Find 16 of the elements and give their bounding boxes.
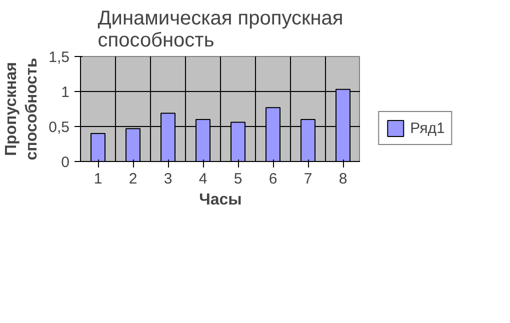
y-tick-label: 1: [61, 84, 70, 101]
chart-title: Динамическая пропускная способность: [98, 8, 344, 52]
y-axis-title: Пропускная способность: [3, 58, 41, 160]
x-tick-label: 8: [338, 170, 348, 188]
x-tick-label: 6: [268, 170, 278, 188]
x-tick-label: 3: [164, 170, 172, 188]
y-tick-label: 0,5: [48, 119, 70, 136]
x-tick-label: 7: [304, 170, 312, 188]
y-tick-label: 1,5: [48, 49, 70, 66]
x-tick-label: 4: [198, 170, 208, 188]
x-tick-label: 5: [234, 170, 242, 188]
x-tick-label: 1: [94, 170, 102, 188]
x-tick-label: 2: [128, 170, 138, 188]
x-axis-title: Часы: [199, 192, 242, 208]
legend-label: Ряд1: [410, 120, 445, 136]
y-tick-label: 0: [61, 154, 70, 171]
